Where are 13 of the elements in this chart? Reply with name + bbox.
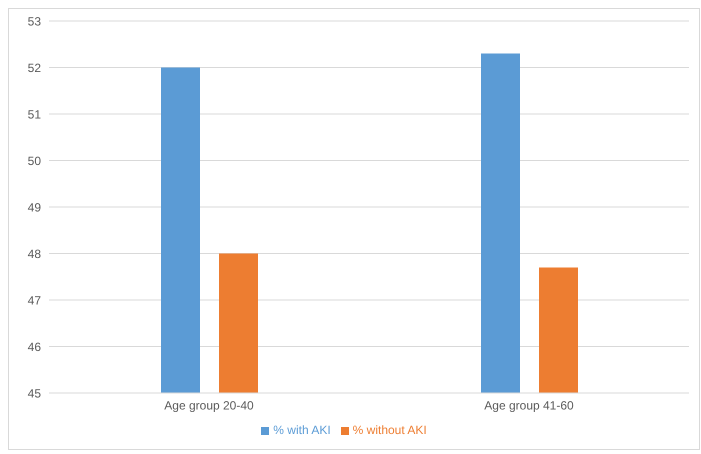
y-tick-label: 45 xyxy=(28,386,42,400)
y-tick-label: 48 xyxy=(28,246,42,261)
legend-label: % without AKI xyxy=(352,423,427,437)
y-tick-label: 49 xyxy=(28,200,42,214)
y-tick-label: 47 xyxy=(28,293,42,308)
x-tick-label: Age group 20-40 xyxy=(164,398,254,413)
x-tick-label: Age group 41-60 xyxy=(484,398,574,413)
legend-label: % with AKI xyxy=(273,423,331,437)
y-tick-label: 52 xyxy=(28,60,42,75)
y-tick-label: 46 xyxy=(28,340,42,354)
y-tick-label: 51 xyxy=(28,107,42,122)
y-tick-label: 50 xyxy=(28,154,42,168)
y-tick-label: 53 xyxy=(28,14,42,28)
